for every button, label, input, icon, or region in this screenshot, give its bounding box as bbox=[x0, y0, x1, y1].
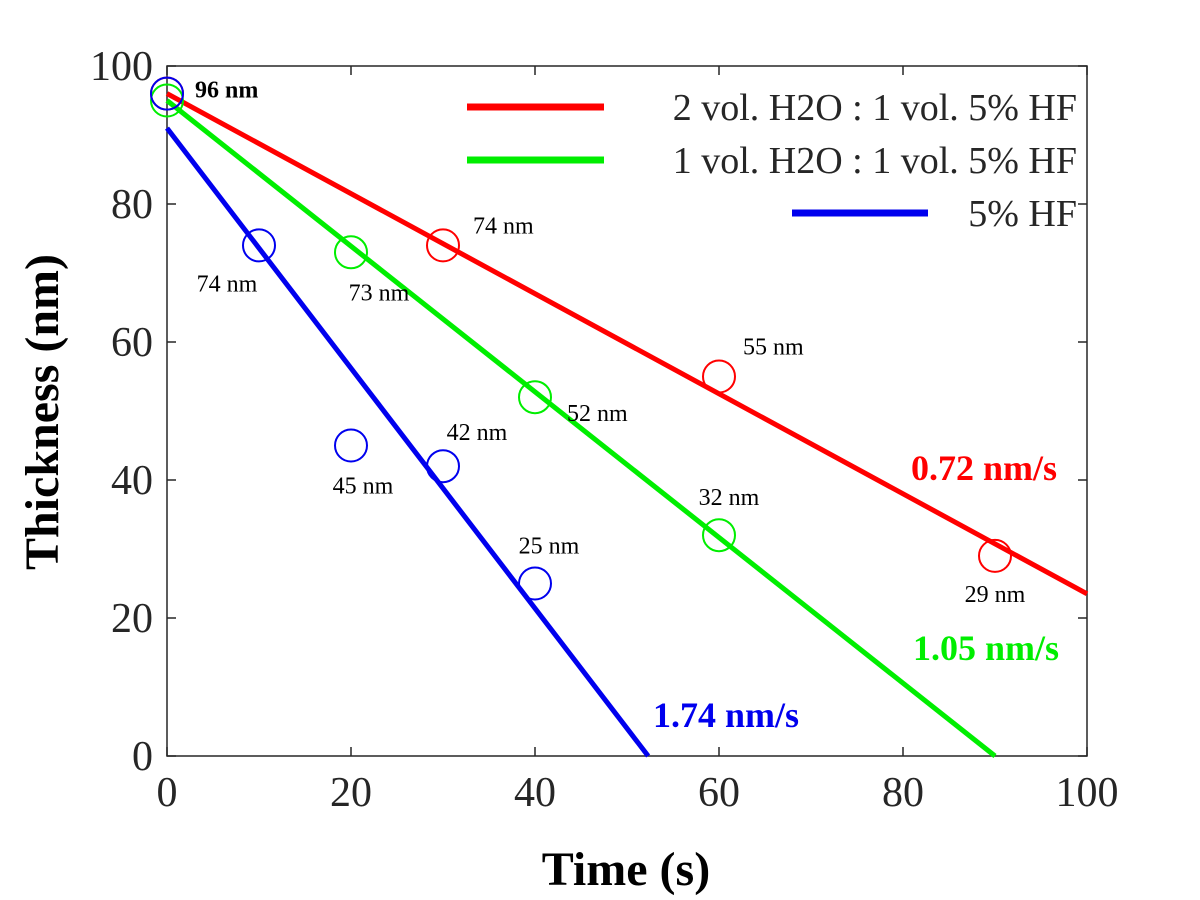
point-label: 74 nm bbox=[473, 213, 534, 239]
point-label: 32 nm bbox=[699, 485, 760, 511]
legend-label: 2 vol. H2O : 1 vol. 5% HF bbox=[673, 87, 1077, 129]
legend-label: 1 vol. H2O : 1 vol. 5% HF bbox=[673, 140, 1077, 182]
point-label: 96 nm bbox=[195, 78, 258, 104]
data-marker bbox=[242, 228, 276, 263]
fit-line bbox=[165, 91, 1089, 597]
x-tick-label: 40 bbox=[514, 770, 556, 816]
point-label: 42 nm bbox=[447, 420, 508, 446]
legend: 2 vol. H2O : 1 vol. 5% HF 1 vol. H2O : 1 … bbox=[467, 87, 1077, 235]
fit-line bbox=[165, 126, 651, 758]
data-marker bbox=[426, 449, 460, 484]
data-marker bbox=[518, 380, 552, 415]
data-markers bbox=[150, 76, 1012, 601]
data-marker bbox=[334, 428, 368, 463]
y-tick-label: 80 bbox=[111, 182, 153, 228]
x-tick-label: 80 bbox=[882, 770, 924, 816]
point-label: 55 nm bbox=[743, 335, 804, 361]
x-tick-label: 100 bbox=[1056, 770, 1119, 816]
point-label: 29 nm bbox=[965, 582, 1026, 608]
point-label: 52 nm bbox=[567, 401, 628, 427]
point-label: 25 nm bbox=[519, 534, 580, 560]
rate-label: 1.74 nm/s bbox=[653, 695, 799, 735]
point-labels: 74 nm 55 nm 29 nm 73 nm 52 nm 32 nm 96 nm 74 nm… bbox=[195, 78, 1026, 608]
data-marker bbox=[426, 228, 460, 263]
point-label: 45 nm bbox=[333, 474, 394, 500]
x-tick-label: 0 bbox=[157, 770, 178, 816]
legend-label: 5% HF bbox=[968, 193, 1077, 235]
plot-area bbox=[166, 65, 1088, 757]
y-tick-label: 20 bbox=[111, 596, 153, 642]
y-axis-title: Thickness (nm) bbox=[16, 254, 69, 570]
fit-lines bbox=[165, 91, 1089, 758]
y-tick-label: 60 bbox=[111, 320, 153, 366]
y-tick-label: 40 bbox=[111, 458, 153, 504]
data-marker bbox=[150, 83, 184, 118]
rate-label: 1.05 nm/s bbox=[913, 628, 1059, 668]
y-tick-label: 0 bbox=[132, 734, 153, 780]
data-marker bbox=[978, 538, 1012, 573]
axis-ticks: 0 20 40 60 80 100 0 20 40 60 80 100 bbox=[90, 44, 1119, 816]
y-tick-label: 100 bbox=[90, 44, 153, 90]
x-axis-title: Time (s) bbox=[542, 843, 710, 896]
rate-label: 0.72 nm/s bbox=[911, 448, 1057, 488]
point-label: 74 nm bbox=[197, 271, 258, 297]
x-tick-label: 20 bbox=[330, 770, 372, 816]
data-marker bbox=[702, 518, 736, 553]
fit-line bbox=[165, 98, 997, 758]
data-marker bbox=[702, 359, 736, 394]
rate-labels: 0.72 nm/s 1.05 nm/s 1.74 nm/s bbox=[653, 448, 1059, 735]
data-marker bbox=[518, 566, 552, 601]
point-label: 73 nm bbox=[349, 280, 410, 306]
x-tick-label: 60 bbox=[698, 770, 740, 816]
plot-frame bbox=[166, 65, 1088, 757]
data-marker bbox=[150, 76, 184, 111]
data-marker bbox=[334, 235, 368, 270]
